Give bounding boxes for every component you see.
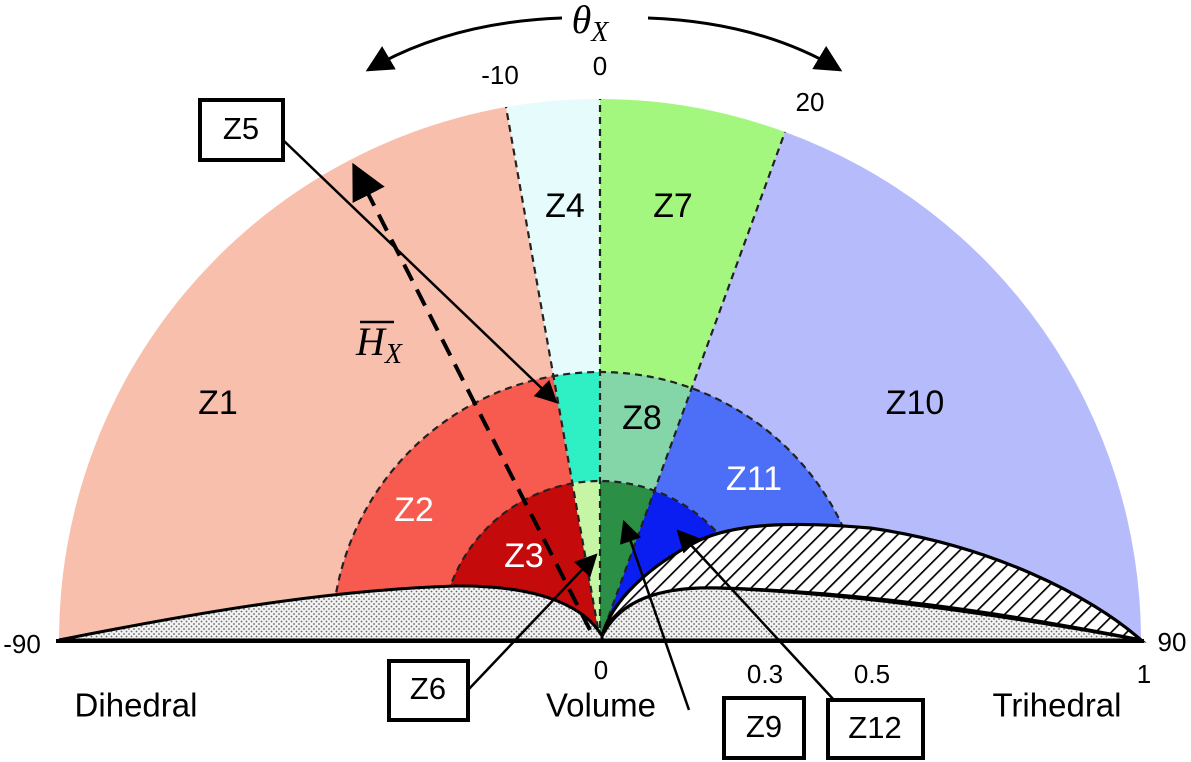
zone-label-z2: Z2 (394, 491, 434, 529)
callout-z9-box (722, 696, 806, 760)
scale-tick-zero: 0 (594, 655, 608, 685)
scale-tick-03: 0.3 (747, 659, 783, 689)
scale-tick-05: 0.5 (854, 659, 890, 689)
label-trihedral: Trihedral (993, 687, 1122, 724)
callout-z6-label: Z6 (410, 671, 446, 706)
h-subscript: X (384, 339, 403, 370)
theta-subscript: X (590, 17, 609, 48)
zone-label-z1: Z1 (198, 384, 238, 422)
boundary-minus10 (504, 106, 602, 641)
theta-symbol: θ (572, 0, 592, 42)
callout-z6-box (387, 659, 470, 722)
callout-z6-leader (467, 553, 598, 691)
boundary-plus20 (598, 131, 787, 641)
zone-label-z11: Z11 (726, 460, 782, 498)
callout-z5-leader (282, 139, 558, 404)
zone-label-z3: Z3 (504, 537, 544, 575)
scale-tick-one: 1 (1137, 659, 1151, 689)
tick-zero-top: 0 (593, 51, 607, 81)
callout-z9-leader (619, 519, 691, 711)
callout-z5-label: Z5 (223, 111, 259, 146)
callout-z9-label: Z9 (746, 709, 782, 744)
label-dihedral: Dihedral (75, 687, 198, 724)
zone-label-z10: Z10 (886, 384, 945, 422)
zone-label-z4: Z4 (545, 187, 585, 225)
tick-twenty: 20 (796, 87, 825, 117)
theta-arrow-left (365, 16, 563, 72)
callout-z12-leader (676, 529, 835, 701)
theta-label: θX (572, 0, 610, 48)
zone-label-z8: Z8 (622, 399, 662, 437)
tick-neg90: -90 (3, 629, 41, 659)
tick-ninety: 90 (1158, 627, 1187, 657)
h-symbol: H (355, 319, 387, 364)
h-vector-arrow (352, 162, 592, 631)
theta-arrow-right (647, 16, 843, 72)
zone-label-z7: Z7 (653, 187, 693, 225)
callout-z12-label: Z12 (848, 710, 901, 745)
label-volume: Volume (546, 687, 656, 724)
callout-z12-box (826, 698, 925, 760)
callout-z5-box (198, 98, 285, 162)
tick-neg10: -10 (481, 60, 519, 90)
h-label: HX (355, 319, 403, 370)
